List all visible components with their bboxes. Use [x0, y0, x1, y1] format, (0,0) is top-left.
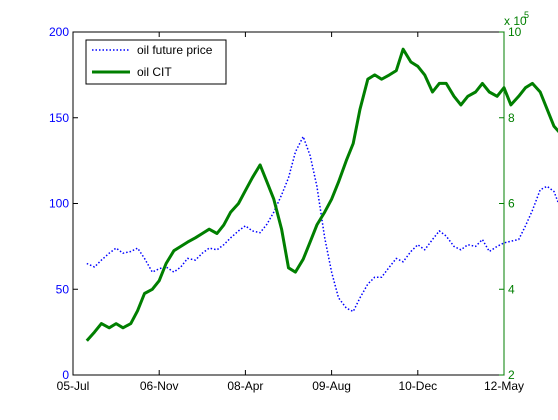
- x-tick-label-05-jul: 05-Jul: [57, 379, 90, 393]
- legend-box: [85, 39, 227, 85]
- legend: oil future price oil CIT: [85, 39, 227, 85]
- y-right-tick-label-2: 2: [508, 368, 515, 382]
- y-right-tick-label-6: 6: [508, 197, 515, 211]
- y-axis-right-exponent: x 10 5: [504, 10, 529, 28]
- y-left-tick-label-0: 0: [62, 368, 69, 382]
- y-left-tick-label-100: 100: [49, 197, 69, 211]
- y-axis-right-exponent-power: 5: [524, 10, 529, 20]
- y-axis-left: 0 50 100 150 200: [49, 25, 78, 382]
- x-tick-label-10-dec: 10-Dec: [398, 379, 437, 393]
- series-line-oil-future-price: [86, 135, 558, 313]
- y-right-tick-label-8: 8: [508, 111, 515, 125]
- y-right-tick-label-10: 10: [508, 25, 522, 39]
- legend-label-oil-cit: oil CIT: [137, 65, 172, 79]
- y-axis-right: 2 4 6 8 10: [499, 25, 522, 382]
- x-tick-label-09-aug: 09-Aug: [312, 379, 351, 393]
- y-left-tick-label-200: 200: [49, 25, 69, 39]
- y-left-tick-label-150: 150: [49, 111, 69, 125]
- y-axis-right-exponent-base: x 10: [504, 14, 527, 28]
- y-left-tick-label-50: 50: [56, 282, 70, 296]
- y-right-tick-label-4: 4: [508, 282, 515, 296]
- x-tick-label-08-apr: 08-Apr: [227, 379, 263, 393]
- legend-label-oil-future-price: oil future price: [137, 43, 213, 57]
- series-line-oil-cit: [85, 47, 558, 342]
- x-tick-label-06-nov: 06-Nov: [140, 379, 179, 393]
- plot-lines: [85, 47, 558, 342]
- x-tick-label-12-may: 12-May: [484, 379, 524, 393]
